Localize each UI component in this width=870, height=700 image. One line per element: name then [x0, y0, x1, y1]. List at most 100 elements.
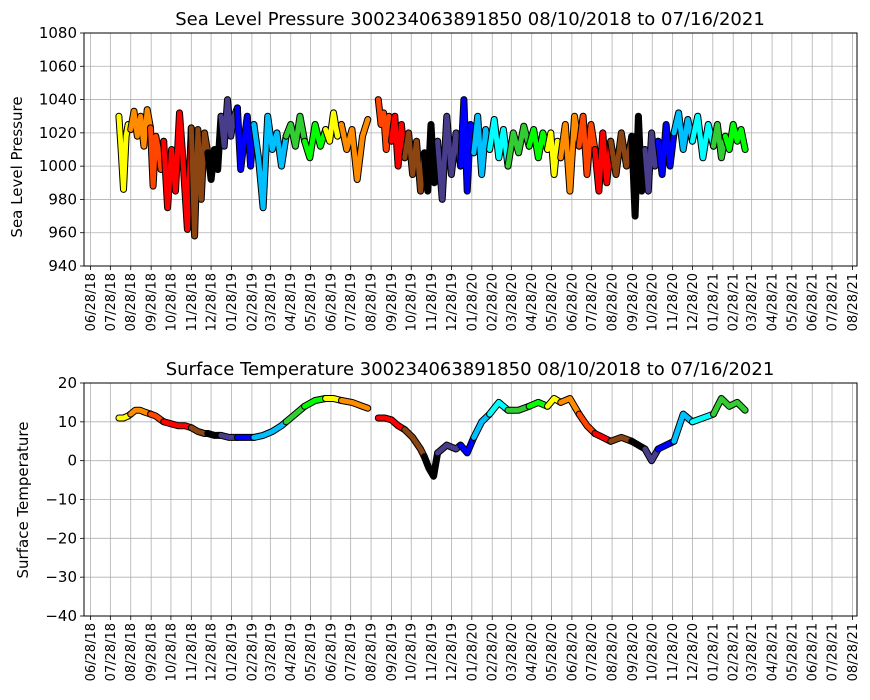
temperature-x-tick-label: 01/28/19 [225, 623, 240, 681]
pressure-y-tick-label: 980 [48, 190, 77, 208]
pressure-x-tick-label: 09/28/20 [626, 273, 641, 331]
temperature-series-line [487, 399, 511, 417]
temperature-series-line [711, 396, 748, 417]
temperature-x-tick-label: 12/28/18 [205, 623, 220, 681]
temperature-x-tick-label: 02/28/20 [486, 623, 501, 681]
temperature-x-tick-label: 08/28/18 [124, 623, 139, 681]
pressure-x-tick-label: 11/28/19 [425, 273, 440, 331]
pressure-series-group [115, 96, 749, 240]
temperature-x-tick-label: 02/28/19 [245, 623, 260, 681]
pressure-x-tick-label: 07/28/21 [825, 273, 840, 331]
pressure-x-tick-label: 05/28/21 [785, 273, 800, 331]
temperature-x-tick-label: 11/28/20 [666, 623, 681, 681]
pressure-series-line [389, 113, 408, 169]
pressure-y-tick-label: 1080 [39, 24, 77, 42]
pressure-x-tick-label: 05/28/20 [545, 273, 560, 331]
pressure-series-line [161, 110, 194, 232]
pressure-series-line [302, 122, 329, 161]
pressure-x-tick-label: 01/28/21 [706, 273, 721, 331]
temperature-series-group [115, 395, 749, 480]
pressure-x-tick-label: 10/28/20 [646, 273, 661, 331]
temperature-x-tick-label: 12/28/20 [686, 623, 701, 681]
temperature-x-tick-label: 04/28/19 [284, 623, 299, 681]
temperature-x-tick-label: 05/28/21 [785, 623, 800, 681]
pressure-series-line [283, 113, 308, 149]
pressure-series-line [471, 113, 493, 177]
pressure-x-tick-label: 11/28/20 [666, 273, 681, 331]
pressure-x-tick-label: 09/28/18 [145, 273, 160, 331]
temperature-x-tick-label: 08/28/21 [846, 623, 861, 681]
temperature-series-line [338, 398, 371, 411]
pressure-x-tick-label: 08/28/18 [124, 273, 139, 331]
temperature-x-tick-label: 04/28/20 [525, 623, 540, 681]
pressure-x-tick-label: 02/28/21 [727, 273, 742, 331]
pressure-x-tick-label: 10/28/18 [164, 273, 179, 331]
pressure-series-line [234, 105, 257, 172]
temperature-series-line [283, 403, 308, 425]
pressure-series-line [711, 122, 728, 161]
temperature-y-tick-label: −20 [45, 529, 77, 547]
pressure-series-line [629, 113, 648, 219]
temperature-y-tick-label: −40 [45, 607, 77, 625]
temperature-y-ticks: −40 −30 −20 −10 0 10 20 [45, 374, 84, 625]
pressure-x-tick-label: 10/28/19 [405, 273, 420, 331]
pressure-x-tick-label: 04/28/19 [284, 273, 299, 331]
temperature-x-tick-label: 01/28/20 [465, 623, 480, 681]
pressure-series-line [435, 113, 464, 202]
pressure-x-tick-label: 03/28/19 [264, 273, 279, 331]
pressure-series-line [608, 130, 635, 177]
pressure-x-tick-label: 06/28/20 [565, 273, 580, 331]
temperature-x-tick-label: 05/28/20 [545, 623, 560, 681]
temperature-y-axis-label: Surface Temperature [14, 422, 32, 579]
pressure-x-tick-label: 02/28/19 [245, 273, 260, 331]
temperature-x-tick-label: 06/28/20 [565, 623, 580, 681]
pressure-y-tick-label: 960 [48, 224, 77, 242]
temperature-x-tick-label: 09/28/18 [145, 623, 160, 681]
pressure-series-line [592, 130, 614, 194]
temperature-x-tick-label: 06/28/19 [324, 623, 339, 681]
temperature-x-tick-label: 03/28/20 [505, 623, 520, 681]
pressure-series-line [338, 117, 371, 182]
pressure-x-tick-label: 03/28/21 [745, 273, 760, 331]
pressure-series-line [558, 113, 582, 194]
pressure-x-tick-label: 07/28/18 [104, 273, 119, 331]
temperature-chart-title: Surface Temperature 300234063891850 08/1… [166, 359, 775, 380]
pressure-x-tick-label: 02/28/20 [486, 273, 501, 331]
temperature-x-tick-label: 07/28/19 [344, 623, 359, 681]
temperature-x-tick-label: 04/28/21 [766, 623, 781, 681]
pressure-series-line [545, 130, 564, 177]
pressure-series-line [402, 130, 427, 194]
pressure-x-tick-label: 08/28/21 [846, 273, 861, 331]
temperature-x-tick-label: 10/28/19 [405, 623, 420, 681]
temperature-y-tick-label: 10 [58, 413, 77, 431]
pressure-x-tick-label: 12/28/18 [205, 273, 220, 331]
pressure-x-tick-label: 07/28/19 [344, 273, 359, 331]
temperature-x-tick-label: 07/28/20 [585, 623, 600, 681]
pressure-panel: Sea Level Pressure 300234063891850 08/10… [8, 9, 861, 331]
pressure-x-tick-label: 12/28/20 [686, 273, 701, 331]
temperature-x-tick-label: 07/28/21 [825, 623, 840, 681]
temperature-x-tick-label: 10/28/18 [164, 623, 179, 681]
pressure-series-line [375, 97, 394, 152]
pressure-y-tick-label: 1040 [39, 91, 77, 109]
temperature-y-tick-label: 20 [58, 374, 77, 392]
temperature-y-tick-label: −10 [45, 491, 77, 509]
temperature-y-tick-label: 0 [67, 452, 77, 470]
temperature-series-line [128, 407, 153, 417]
temperature-panel: Surface Temperature 300234063891850 08/1… [14, 359, 861, 681]
pressure-x-tick-label: 05/28/19 [304, 273, 319, 331]
pressure-y-axis-label: Sea Level Pressure [8, 96, 26, 237]
temperature-x-tick-label: 09/28/20 [626, 623, 641, 681]
pressure-y-tick-label: 1060 [39, 57, 77, 75]
temperature-series-line [558, 396, 582, 417]
temperature-x-tick-label: 01/28/21 [706, 623, 721, 681]
temperature-series-line [505, 403, 532, 413]
pressure-x-ticks: 06/28/18 07/28/18 08/28/18 09/28/18 10/28/18… [84, 266, 861, 331]
temperature-series-line [402, 427, 427, 460]
pressure-y-tick-label: 1020 [39, 124, 77, 142]
pressure-series-line [458, 97, 477, 194]
pressure-series-line [188, 125, 211, 239]
temperature-x-tick-label: 11/28/19 [425, 623, 440, 681]
pressure-x-tick-label: 08/28/20 [606, 273, 621, 331]
pressure-x-tick-label: 07/28/20 [585, 273, 600, 331]
